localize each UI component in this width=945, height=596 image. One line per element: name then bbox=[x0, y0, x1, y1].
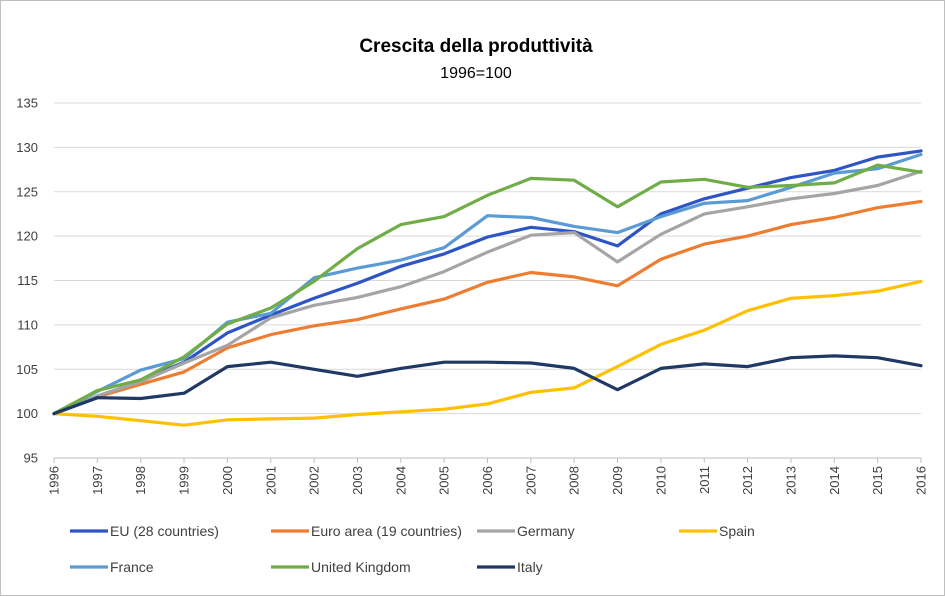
series-line-germany bbox=[52, 169, 923, 416]
x-tick-label: 2006 bbox=[480, 466, 495, 495]
legend-label: Germany bbox=[517, 523, 575, 539]
x-tick-label: 2002 bbox=[307, 466, 322, 495]
y-tick-label: 105 bbox=[16, 362, 38, 377]
series-line-italy bbox=[52, 354, 923, 416]
y-tick-label: 135 bbox=[16, 96, 38, 111]
y-axis: 95 100 105 110 115 120 125 130 135 bbox=[16, 96, 38, 466]
y-tick-label: 110 bbox=[17, 317, 38, 332]
x-tick-label: 2013 bbox=[783, 466, 798, 495]
x-tick-label: 2010 bbox=[653, 466, 668, 495]
legend-item: France bbox=[70, 559, 154, 575]
x-tick-label: 2016 bbox=[914, 466, 929, 495]
legend-label: Euro area (19 countries) bbox=[311, 523, 462, 539]
legend: EU (28 countries) Euro area (19 countries… bbox=[70, 523, 755, 575]
series-lines bbox=[52, 149, 923, 427]
legend-item: EU (28 countries) bbox=[70, 523, 219, 539]
legend-label: EU (28 countries) bbox=[110, 523, 219, 539]
y-tick-label: 115 bbox=[17, 273, 38, 288]
legend-label: United Kingdom bbox=[311, 559, 411, 575]
legend-item: Spain bbox=[679, 523, 755, 539]
series-line-euro-area-19-countries bbox=[52, 199, 923, 416]
legend-label: France bbox=[110, 559, 154, 575]
y-tick-label: 125 bbox=[16, 184, 38, 199]
x-tick-label: 2000 bbox=[220, 466, 235, 495]
x-tick-label: 2005 bbox=[437, 466, 452, 495]
x-tick-label: 2004 bbox=[393, 466, 408, 495]
legend-item: Germany bbox=[477, 523, 575, 539]
x-tick-label: 1998 bbox=[133, 466, 148, 495]
legend-item: United Kingdom bbox=[271, 559, 411, 575]
chart-title: Crescita della produttività bbox=[359, 36, 593, 57]
series-line-spain bbox=[52, 279, 923, 427]
series-line-united-kingdom bbox=[52, 163, 923, 416]
legend-item: Euro area (19 countries) bbox=[271, 523, 462, 539]
x-tick-label: 1999 bbox=[177, 466, 192, 495]
legend-item: Italy bbox=[477, 559, 543, 575]
legend-label: Italy bbox=[517, 559, 543, 575]
x-tick-label: 1997 bbox=[90, 466, 105, 495]
x-tick-label: 2008 bbox=[567, 466, 582, 495]
y-tick-label: 130 bbox=[16, 140, 38, 155]
gridlines bbox=[54, 102, 921, 415]
x-tick-label: 2014 bbox=[827, 466, 842, 495]
series-line-eu-28-countries bbox=[52, 149, 923, 416]
x-tick-label: 2012 bbox=[740, 466, 755, 495]
y-tick-label: 120 bbox=[16, 229, 38, 244]
x-tick-label: 2015 bbox=[870, 466, 885, 495]
x-tick-label: 1996 bbox=[47, 466, 62, 495]
x-tick-label: 2007 bbox=[523, 466, 538, 495]
x-tick-label: 2011 bbox=[697, 466, 712, 494]
x-tick-label: 2003 bbox=[350, 466, 365, 495]
legend-label: Spain bbox=[719, 523, 755, 539]
x-axis bbox=[53, 457, 922, 463]
x-tick-label: 2001 bbox=[263, 466, 278, 495]
y-tick-label: 95 bbox=[24, 451, 38, 466]
y-tick-label: 100 bbox=[16, 406, 38, 421]
x-tick-label: 2009 bbox=[610, 466, 625, 495]
x-tick-labels: 1996 1997 1998 1999 2000 2001 2002 2003 2004 2005… bbox=[47, 466, 929, 495]
chart-subtitle: 1996=100 bbox=[440, 65, 512, 82]
series-line-france bbox=[52, 152, 923, 416]
